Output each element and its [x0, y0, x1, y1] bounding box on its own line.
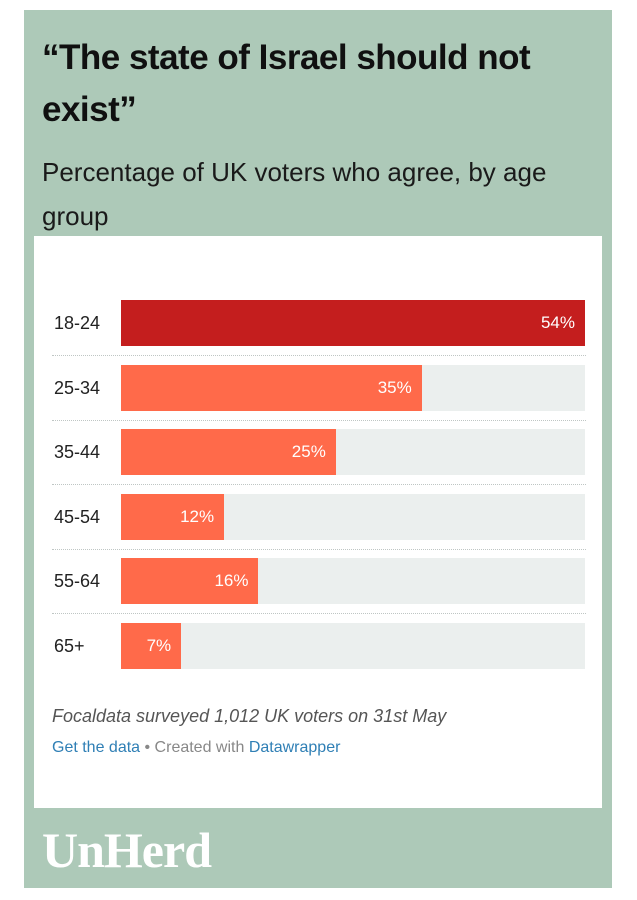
bar-value-label: 35% [377, 377, 412, 397]
bar-25-34 [121, 364, 422, 411]
chart-subtitle: Percentage of UK voters who agree, by ag… [42, 157, 547, 231]
bar-value-label: 54% [540, 313, 575, 332]
chart-panel: 18-24 54% 25-34 35% 35-44 25% 45-54 12% 55-64 16%… [34, 236, 602, 808]
bar-18-24 [121, 300, 585, 346]
bar-track [121, 622, 585, 669]
category-label: 35-44 [54, 442, 101, 462]
unherd-logo: UnHerd [42, 822, 212, 878]
datawrapper-link[interactable]: Datawrapper [248, 739, 341, 756]
chart-title: “The state of Israel should not exist” [42, 38, 531, 129]
chart-frame: “The state of Israel should not exist” P… [24, 10, 612, 888]
bar-55-64 [121, 558, 259, 604]
row-separator [52, 548, 586, 550]
category-label: 18-24 [54, 313, 101, 333]
bar-35-44 [121, 429, 336, 475]
bar-value-label: 7% [146, 635, 172, 655]
source-note: Focaldata surveyed 1,012 UK voters on 31… [52, 706, 447, 726]
credits-line: Get the data • Created with Datawrapper [52, 739, 340, 757]
row-separator [52, 484, 586, 485]
category-label: 55-64 [54, 571, 101, 591]
get-data-link[interactable]: Get the data [52, 739, 141, 756]
row-separator [52, 419, 586, 421]
row-separator [52, 355, 586, 356]
category-label: 65+ [54, 635, 85, 656]
bar-45-54 [121, 493, 225, 540]
bar-value-label: 12% [180, 506, 215, 526]
bar-value-label: 25% [291, 442, 326, 461]
bar-value-label: 16% [214, 571, 249, 590]
category-label: 45-54 [54, 506, 101, 527]
category-label: 25-34 [54, 377, 101, 398]
row-separator [52, 613, 586, 614]
credits-separator: • Created with [140, 739, 249, 756]
bar-65+ [121, 622, 182, 669]
